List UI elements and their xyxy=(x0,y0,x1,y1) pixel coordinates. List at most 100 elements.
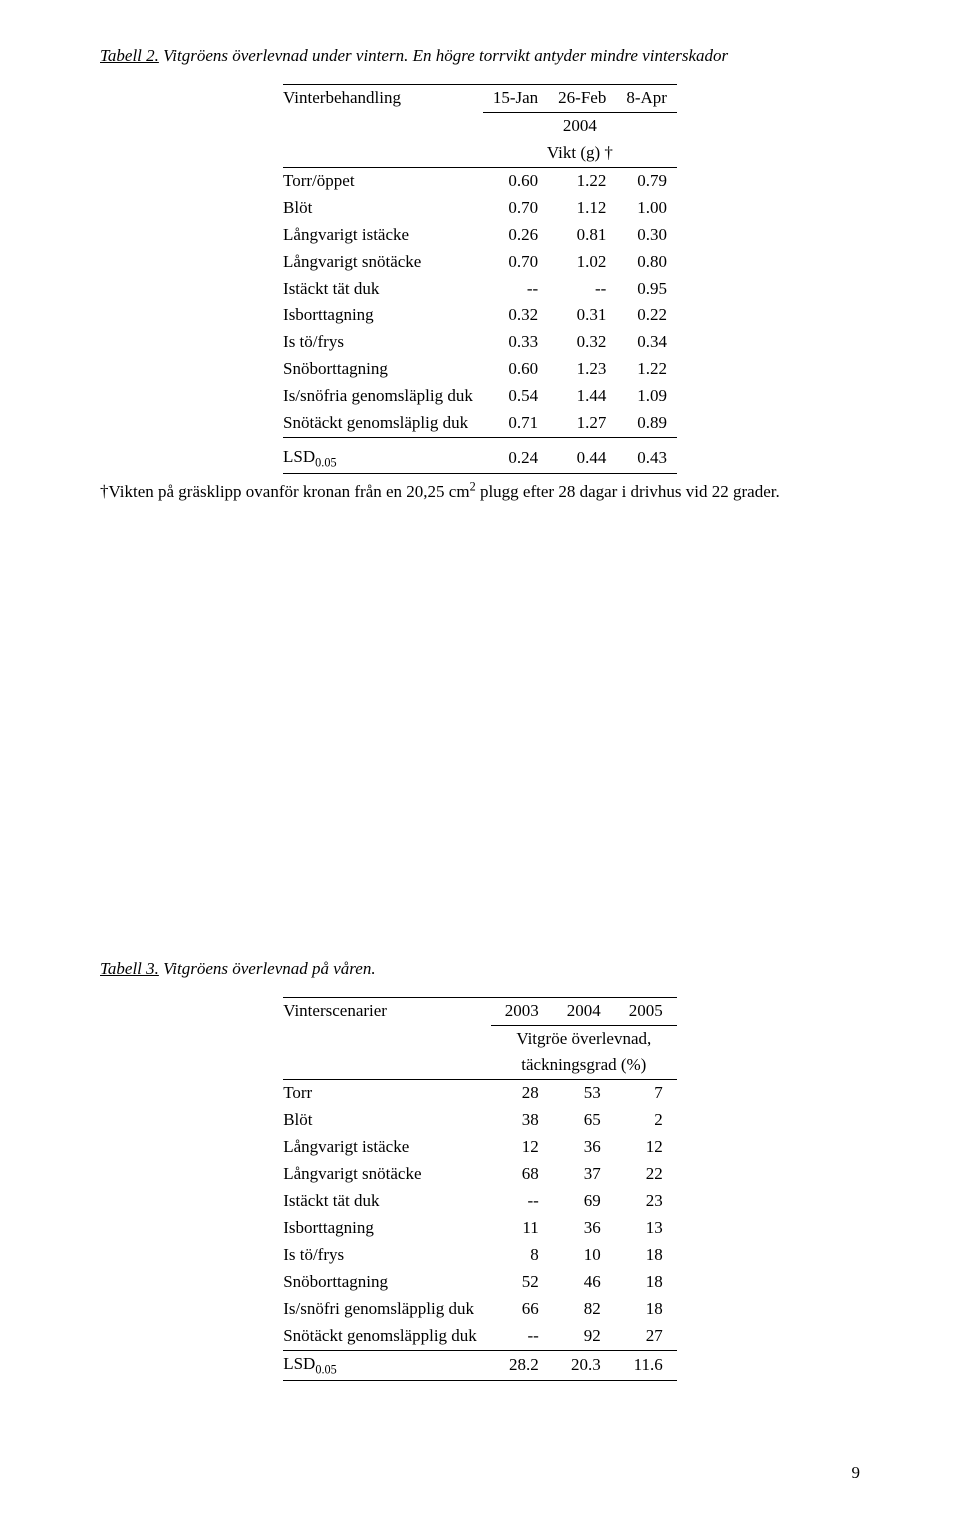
cell: 0.32 xyxy=(483,302,548,329)
row-label: Is tö/frys xyxy=(283,1242,491,1269)
cell: 13 xyxy=(615,1215,677,1242)
table3-h-span-line2: täckningsgrad (%) xyxy=(491,1052,677,1079)
table3-h-col0: Vinterscenarier xyxy=(283,997,491,1025)
cell: 12 xyxy=(491,1134,553,1161)
cell: 53 xyxy=(553,1080,615,1107)
row-label: Snötäckt genomsläplig duk xyxy=(283,410,483,437)
cell: 0.26 xyxy=(483,222,548,249)
table-row: Snöborttagning0.601.231.22 xyxy=(283,356,677,383)
row-label: Isborttagning xyxy=(283,1215,491,1242)
table3-caption-text: Vitgröens överlevnad på våren. xyxy=(163,959,375,978)
cell: 1.23 xyxy=(548,356,616,383)
table-row: Blöt38652 xyxy=(283,1107,677,1134)
table-row: Is/snöfria genomsläplig duk0.541.441.09 xyxy=(283,383,677,410)
table-row: Isborttagning0.320.310.22 xyxy=(283,302,677,329)
table-row: Is/snöfri genomsläpplig duk668218 xyxy=(283,1296,677,1323)
table-row: Långvarigt snötäcke0.701.020.80 xyxy=(283,249,677,276)
table2-h-unit: Vikt (g) † xyxy=(483,140,677,167)
table3-h-col2: 2004 xyxy=(553,997,615,1025)
cell: 7 xyxy=(615,1080,677,1107)
table3-caption: Tabell 3. Vitgröens överlevnad på våren. xyxy=(100,958,860,981)
table2-h-col2: 26-Feb xyxy=(548,84,616,112)
table-row: Torr/öppet0.601.220.79 xyxy=(283,167,677,194)
cell: 69 xyxy=(553,1188,615,1215)
cell: 18 xyxy=(615,1269,677,1296)
table3-h-col1: 2003 xyxy=(491,997,553,1025)
table3-h-span-line1: Vitgröe överlevnad, xyxy=(491,1025,677,1052)
row-label: Blöt xyxy=(283,195,483,222)
cell: -- xyxy=(483,276,548,303)
table2-h-col1: 15-Jan xyxy=(483,84,548,112)
cell: 27 xyxy=(615,1323,677,1350)
row-label: Långvarigt istäcke xyxy=(283,222,483,249)
table2-footer-label: LSD0.05 xyxy=(283,438,483,474)
cell: 18 xyxy=(615,1242,677,1269)
cell: 0.30 xyxy=(616,222,677,249)
table3-footer-label: LSD0.05 xyxy=(283,1350,491,1380)
cell: 1.02 xyxy=(548,249,616,276)
row-label: Långvarigt istäcke xyxy=(283,1134,491,1161)
row-label: Is tö/frys xyxy=(283,329,483,356)
cell: 0.32 xyxy=(548,329,616,356)
cell: 0.60 xyxy=(483,356,548,383)
cell: 0.81 xyxy=(548,222,616,249)
cell: 23 xyxy=(615,1188,677,1215)
cell: 0.34 xyxy=(616,329,677,356)
cell: 8 xyxy=(491,1242,553,1269)
cell: 36 xyxy=(553,1134,615,1161)
table-row: Snötäckt genomsläplig duk0.711.270.89 xyxy=(283,410,677,437)
cell: 0.70 xyxy=(483,249,548,276)
cell: 46 xyxy=(553,1269,615,1296)
row-label: Istäckt tät duk xyxy=(283,276,483,303)
cell: 1.22 xyxy=(616,356,677,383)
table2-footer-v2: 0.43 xyxy=(616,438,677,474)
table3-footer-v2: 11.6 xyxy=(615,1350,677,1380)
cell: 0.80 xyxy=(616,249,677,276)
row-label: Långvarigt snötäcke xyxy=(283,1161,491,1188)
cell: 66 xyxy=(491,1296,553,1323)
table-row: Långvarigt snötäcke683722 xyxy=(283,1161,677,1188)
cell: 0.31 xyxy=(548,302,616,329)
row-label: Is/snöfri genomsläpplig duk xyxy=(283,1296,491,1323)
table2-footer-v1: 0.44 xyxy=(548,438,616,474)
table2-footnote: †Vikten på gräsklipp ovanför kronan från… xyxy=(100,478,860,504)
table2-h-col0: Vinterbehandling xyxy=(283,84,483,112)
table-row: Istäckt tät duk--6923 xyxy=(283,1188,677,1215)
cell: -- xyxy=(548,276,616,303)
cell: 28 xyxy=(491,1080,553,1107)
table-row: Torr28537 xyxy=(283,1080,677,1107)
cell: 0.71 xyxy=(483,410,548,437)
cell: 0.79 xyxy=(616,167,677,194)
cell: 0.60 xyxy=(483,167,548,194)
table3-footer-v1: 20.3 xyxy=(553,1350,615,1380)
row-label: Snötäckt genomsläpplig duk xyxy=(283,1323,491,1350)
table-row: Långvarigt istäcke0.260.810.30 xyxy=(283,222,677,249)
cell: 37 xyxy=(553,1161,615,1188)
row-label: Blöt xyxy=(283,1107,491,1134)
row-label: Torr/öppet xyxy=(283,167,483,194)
cell: 1.27 xyxy=(548,410,616,437)
row-label: Isborttagning xyxy=(283,302,483,329)
cell: 1.12 xyxy=(548,195,616,222)
table3-footer-v0: 28.2 xyxy=(491,1350,553,1380)
row-label: Istäckt tät duk xyxy=(283,1188,491,1215)
cell: 11 xyxy=(491,1215,553,1242)
cell: 0.54 xyxy=(483,383,548,410)
cell: 0.70 xyxy=(483,195,548,222)
cell: -- xyxy=(491,1188,553,1215)
cell: 2 xyxy=(615,1107,677,1134)
cell: 1.44 xyxy=(548,383,616,410)
cell: 10 xyxy=(553,1242,615,1269)
table2-footer-v0: 0.24 xyxy=(483,438,548,474)
cell: 82 xyxy=(553,1296,615,1323)
cell: 38 xyxy=(491,1107,553,1134)
cell: 36 xyxy=(553,1215,615,1242)
table2-h-col3: 8-Apr xyxy=(616,84,677,112)
table-row: Snöborttagning524618 xyxy=(283,1269,677,1296)
table2-caption-text: Vitgröens överlevnad under vintern. En h… xyxy=(163,46,728,65)
table3: Vinterscenarier 2003 2004 2005 Vitgröe ö… xyxy=(283,997,677,1381)
cell: 68 xyxy=(491,1161,553,1188)
cell: 1.09 xyxy=(616,383,677,410)
table-row: Långvarigt istäcke123612 xyxy=(283,1134,677,1161)
cell: 1.22 xyxy=(548,167,616,194)
